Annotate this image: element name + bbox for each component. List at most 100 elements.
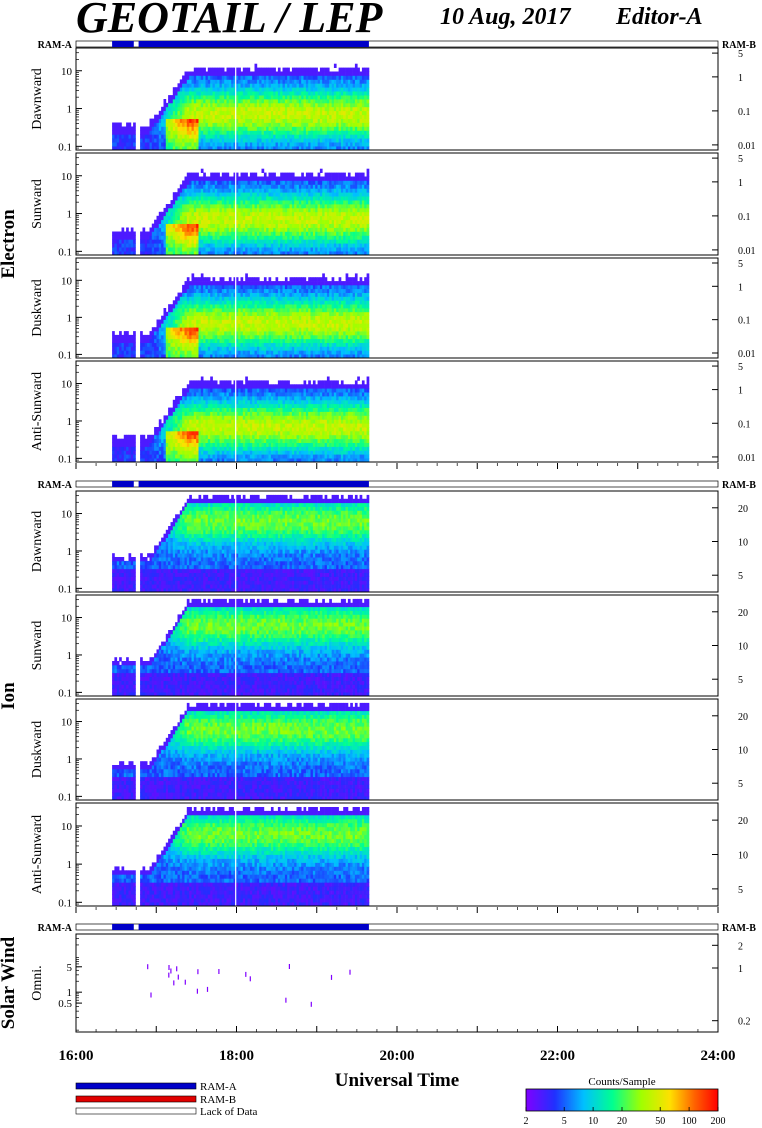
heatmap-cell: [186, 292, 190, 297]
heatmap-cell: [336, 102, 339, 108]
heatmap-cell: [238, 126, 241, 131]
heatmap-cell: [184, 110, 188, 116]
heatmap-cell: [366, 122, 370, 127]
heatmap-cell: [196, 338, 199, 343]
heatmap-cell: [319, 188, 323, 193]
heatmap-cell: [142, 247, 146, 252]
heatmap-cell: [158, 239, 162, 244]
heatmap-cell: [352, 235, 356, 240]
heatmap-cell: [193, 196, 197, 201]
heatmap-cell: [116, 247, 120, 252]
heatmap-cell: [336, 243, 339, 248]
heatmap-cell: [128, 235, 132, 240]
heatmap-cell: [219, 319, 223, 324]
heatmap-cell: [224, 176, 227, 181]
heatmap-cell: [203, 338, 206, 343]
heatmap-cell: [291, 219, 295, 224]
heatmap-cell: [263, 243, 267, 248]
heatmap-cell: [231, 223, 234, 228]
heatmap-cell: [336, 211, 339, 217]
heatmap-cell: [210, 296, 213, 301]
heatmap-cell: [261, 83, 265, 88]
heatmap-cell: [212, 71, 216, 76]
heatmap-cell: [308, 180, 311, 185]
heatmap-cell: [303, 83, 307, 88]
heatmap-cell: [198, 331, 202, 336]
panel-label: Dawnward: [30, 68, 45, 129]
heatmap-cell: [259, 319, 262, 324]
heatmap-cell: [191, 350, 195, 355]
heatmap-cell: [261, 110, 265, 116]
heatmap-cell: [343, 67, 346, 72]
heatmap-cell: [268, 319, 272, 324]
heatmap-cell: [205, 91, 209, 96]
heatmap-cell: [123, 243, 127, 248]
heatmap-cell: [366, 211, 370, 217]
heatmap-cell: [298, 192, 302, 197]
heatmap-cell: [240, 296, 244, 301]
heatmap-cell: [156, 243, 160, 248]
heatmap-cell: [275, 122, 279, 127]
heatmap-cell: [175, 334, 178, 340]
heatmap-cell: [170, 243, 174, 248]
heatmap-cell: [266, 87, 269, 92]
heatmap-cell: [196, 219, 199, 224]
heatmap-cell: [200, 138, 204, 143]
heatmap-cell: [161, 235, 164, 240]
heatmap-cell: [303, 207, 307, 213]
heatmap-cell: [294, 110, 297, 116]
heatmap-cell: [282, 71, 286, 76]
heatmap-cell: [189, 118, 192, 123]
heatmap-cell: [317, 192, 321, 197]
heatmap-cell: [228, 219, 232, 224]
heatmap-cell: [177, 350, 181, 355]
heatmap-cell: [231, 83, 234, 88]
heatmap-cell: [247, 334, 251, 340]
heatmap-cell: [226, 142, 230, 147]
heatmap-cell: [203, 281, 206, 286]
heatmap-cell: [268, 110, 272, 116]
heatmap-cell: [114, 243, 118, 248]
heatmap-cell: [317, 126, 321, 131]
heatmap-cell: [312, 83, 316, 88]
heatmap-cell: [123, 134, 127, 139]
heatmap-cell: [308, 71, 311, 76]
heatmap-cell: [245, 319, 248, 324]
heatmap-cell: [247, 304, 251, 309]
heatmap-cell: [301, 91, 304, 96]
heatmap-cell: [256, 118, 260, 123]
heatmap-cell: [322, 87, 325, 92]
heatmap-cell: [252, 134, 255, 139]
heatmap-cell: [219, 235, 223, 240]
heatmap-cell: [256, 331, 260, 336]
heatmap-cell: [226, 192, 230, 197]
heatmap-cell: [296, 176, 300, 181]
heatmap-cell: [329, 200, 332, 205]
heatmap-cell: [247, 106, 251, 112]
heatmap-cell: [350, 231, 353, 236]
heatmap-cell: [177, 106, 181, 112]
heatmap-cell: [177, 292, 181, 297]
heatmap-cell: [324, 126, 328, 131]
heatmap-cell: [165, 204, 169, 209]
heatmap-cell: [177, 338, 181, 343]
heatmap-cell: [200, 118, 204, 123]
heatmap-cell: [364, 122, 367, 127]
heatmap-cell: [130, 247, 134, 252]
heatmap-cell: [254, 114, 258, 119]
heatmap-cell: [214, 99, 218, 104]
heatmap-cell: [256, 243, 260, 248]
heatmap-cell: [196, 180, 199, 185]
heatmap-cell: [282, 106, 286, 112]
heatmap-cell: [322, 126, 325, 131]
heatmap-cell: [254, 180, 258, 185]
heatmap-cell: [273, 95, 276, 100]
heatmap-cell: [347, 106, 351, 112]
heatmap-cell: [184, 281, 188, 286]
heatmap-cell: [259, 239, 262, 244]
heatmap-cell: [142, 134, 146, 139]
heatmap-cell: [172, 338, 176, 343]
heatmap-cell: [242, 235, 246, 240]
heatmap-cell: [193, 79, 197, 84]
heatmap-cell: [207, 334, 211, 340]
